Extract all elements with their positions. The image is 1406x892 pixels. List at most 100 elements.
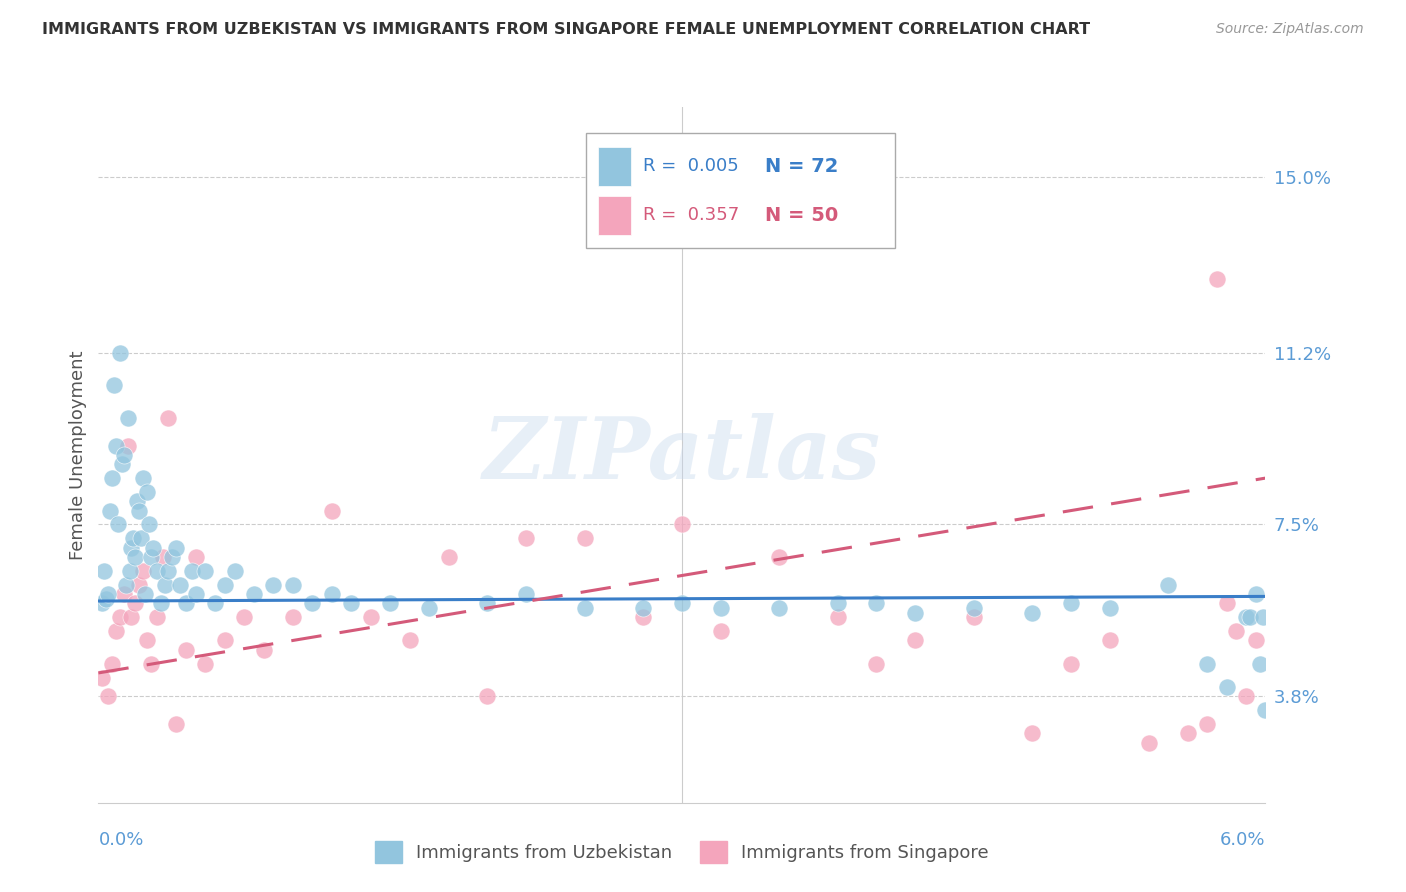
Point bbox=[138, 517, 160, 532]
Text: N = 50: N = 50 bbox=[765, 205, 838, 225]
Point bbox=[477, 689, 499, 703]
Point bbox=[149, 596, 172, 610]
Point bbox=[124, 549, 146, 564]
Point bbox=[108, 610, 131, 624]
Point bbox=[139, 549, 162, 564]
Point bbox=[253, 642, 276, 657]
Point bbox=[340, 596, 363, 610]
Point bbox=[1205, 271, 1227, 285]
Point bbox=[574, 532, 596, 546]
Point bbox=[146, 564, 169, 578]
Point bbox=[97, 689, 120, 703]
Point bbox=[477, 596, 499, 610]
Point bbox=[515, 532, 537, 546]
Point bbox=[1098, 601, 1121, 615]
Point bbox=[1021, 726, 1043, 740]
Point bbox=[169, 578, 191, 592]
Point bbox=[710, 601, 733, 615]
Point bbox=[214, 633, 236, 648]
Point bbox=[1244, 587, 1267, 601]
Point bbox=[671, 517, 693, 532]
Point bbox=[962, 601, 984, 615]
Point bbox=[768, 601, 790, 615]
Text: 6.0%: 6.0% bbox=[1220, 830, 1265, 848]
Point bbox=[184, 587, 207, 601]
Point bbox=[1254, 703, 1277, 717]
Point bbox=[321, 587, 343, 601]
Point bbox=[136, 485, 159, 500]
Point bbox=[157, 564, 180, 578]
Point bbox=[418, 601, 440, 615]
Point bbox=[1021, 606, 1043, 620]
Point bbox=[1215, 680, 1237, 694]
Point bbox=[204, 596, 226, 610]
Point bbox=[1195, 657, 1218, 671]
Point bbox=[112, 448, 135, 462]
Legend: Immigrants from Uzbekistan, Immigrants from Singapore: Immigrants from Uzbekistan, Immigrants f… bbox=[368, 834, 995, 871]
Point bbox=[904, 606, 927, 620]
Text: IMMIGRANTS FROM UZBEKISTAN VS IMMIGRANTS FROM SINGAPORE FEMALE UNEMPLOYMENT CORR: IMMIGRANTS FROM UZBEKISTAN VS IMMIGRANTS… bbox=[42, 22, 1090, 37]
Point bbox=[128, 578, 150, 592]
Point bbox=[574, 601, 596, 615]
Point bbox=[103, 378, 125, 392]
Point bbox=[214, 578, 236, 592]
Point bbox=[165, 541, 187, 555]
Text: Source: ZipAtlas.com: Source: ZipAtlas.com bbox=[1216, 22, 1364, 37]
Point bbox=[1157, 578, 1180, 592]
Point bbox=[153, 578, 176, 592]
Point bbox=[262, 578, 284, 592]
Point bbox=[631, 601, 654, 615]
Point bbox=[1253, 610, 1275, 624]
Point bbox=[122, 532, 145, 546]
Point bbox=[904, 633, 927, 648]
Point bbox=[827, 610, 849, 624]
Point bbox=[1249, 657, 1271, 671]
Point bbox=[174, 642, 197, 657]
Point bbox=[301, 596, 323, 610]
Point bbox=[107, 517, 129, 532]
Point bbox=[180, 564, 202, 578]
Point bbox=[91, 671, 114, 685]
Point bbox=[134, 587, 156, 601]
Point bbox=[101, 657, 124, 671]
Point bbox=[243, 587, 266, 601]
Point bbox=[157, 410, 180, 425]
Point bbox=[1060, 596, 1083, 610]
Point bbox=[962, 610, 984, 624]
Point bbox=[111, 457, 134, 471]
Point bbox=[398, 633, 420, 648]
Point bbox=[865, 596, 887, 610]
Point bbox=[104, 624, 127, 639]
Text: 0.0%: 0.0% bbox=[98, 830, 143, 848]
Point bbox=[233, 610, 256, 624]
Point bbox=[127, 494, 149, 508]
Point bbox=[165, 717, 187, 731]
Point bbox=[104, 439, 127, 453]
Point bbox=[1137, 735, 1160, 749]
Point bbox=[1177, 726, 1199, 740]
Point bbox=[96, 591, 118, 606]
Point bbox=[1244, 633, 1267, 648]
Point bbox=[118, 564, 141, 578]
Point bbox=[321, 503, 343, 517]
Point bbox=[146, 610, 169, 624]
Point bbox=[121, 541, 143, 555]
Point bbox=[121, 610, 143, 624]
Point bbox=[1098, 633, 1121, 648]
Point bbox=[174, 596, 197, 610]
Point bbox=[1225, 624, 1247, 639]
Point bbox=[93, 564, 115, 578]
Point bbox=[1215, 596, 1237, 610]
Point bbox=[281, 578, 304, 592]
Point bbox=[281, 610, 304, 624]
Point bbox=[437, 549, 460, 564]
Point bbox=[114, 578, 136, 592]
Point bbox=[124, 596, 146, 610]
Text: R =  0.357: R = 0.357 bbox=[643, 206, 740, 224]
Text: ZIPatlas: ZIPatlas bbox=[482, 413, 882, 497]
Point bbox=[515, 587, 537, 601]
Point bbox=[827, 596, 849, 610]
Point bbox=[194, 657, 217, 671]
Point bbox=[108, 346, 131, 360]
Point bbox=[1239, 610, 1261, 624]
